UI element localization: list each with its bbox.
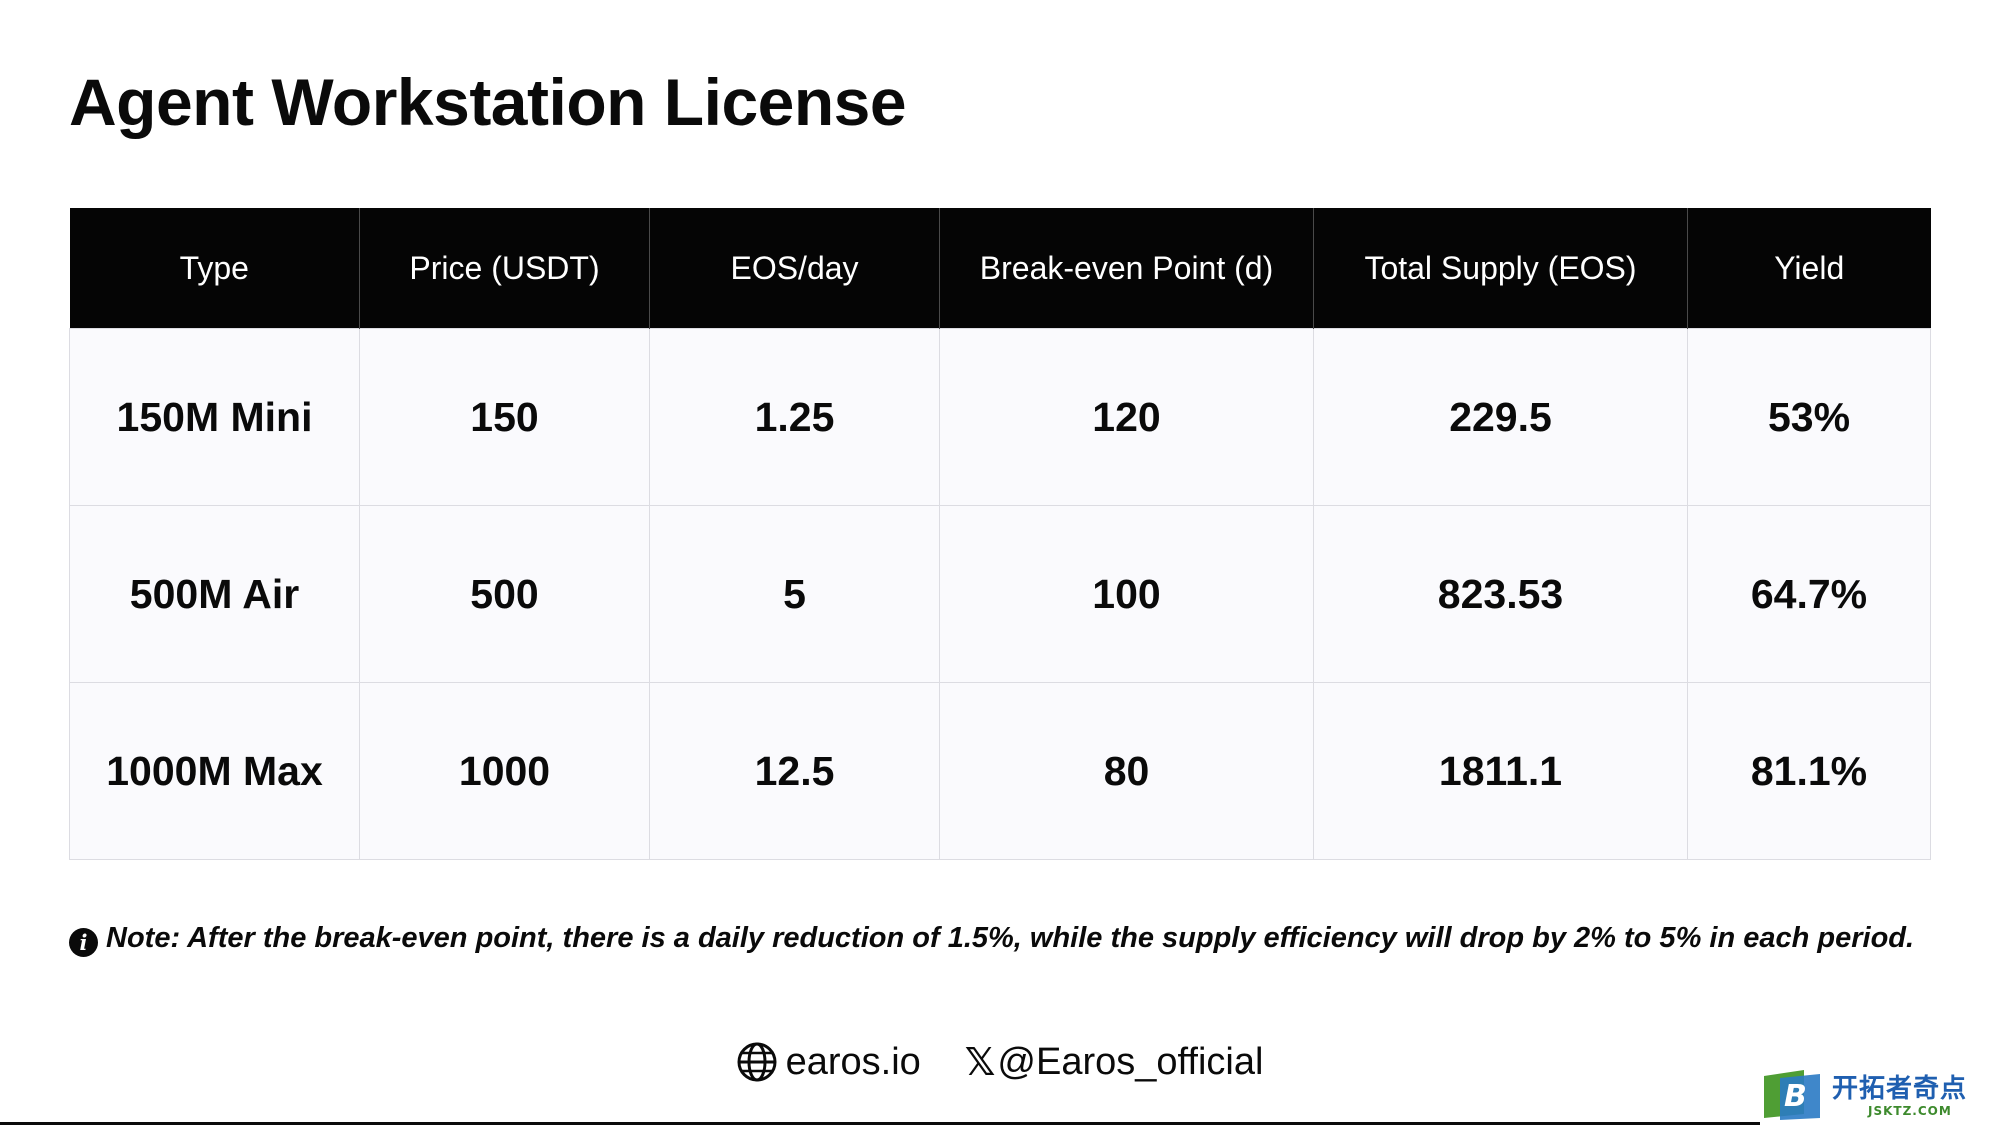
cell-price: 1000: [359, 682, 650, 860]
website-link[interactable]: earos.io: [736, 1041, 921, 1084]
cell-yield: 64.7%: [1687, 505, 1931, 683]
table-row: 1000M Max 1000 12.5 80 1811.1 81.1%: [69, 682, 1931, 860]
column-header-type: Type: [69, 208, 360, 329]
social-link[interactable]: 𝕏 @Earos_official: [965, 1040, 1264, 1084]
note-text: After the break-even point, there is a d…: [180, 922, 1915, 954]
watermark-english: JSKTZ.COM: [1868, 1104, 1952, 1118]
cell-price: 150: [359, 328, 650, 506]
cell-type: 500M Air: [69, 505, 360, 683]
cell-price: 500: [359, 505, 650, 683]
info-icon: i: [69, 928, 98, 957]
note-label: Note:: [106, 922, 181, 954]
social-handle: @Earos_official: [997, 1040, 1264, 1083]
cell-break-even: 120: [939, 328, 1314, 506]
watermark-badge-icon: B: [1764, 1070, 1820, 1120]
cell-eos-per-day: 12.5: [649, 682, 940, 860]
cell-yield: 81.1%: [1687, 682, 1931, 860]
table-row: 150M Mini 150 1.25 120 229.5 53%: [69, 328, 1931, 506]
cell-break-even: 100: [939, 505, 1314, 683]
license-table: Type Price (USDT) EOS/day Break-even Poi…: [69, 208, 1931, 860]
watermark-logo: B 开拓者奇点 JSKTZ.COM: [1760, 1066, 1990, 1123]
cell-total-supply: 823.53: [1313, 505, 1688, 683]
cell-type: 1000M Max: [69, 682, 360, 860]
website-text: earos.io: [785, 1040, 921, 1083]
column-header-price: Price (USDT): [359, 208, 650, 329]
note: i Note: After the break-even point, there…: [69, 918, 1949, 958]
cell-total-supply: 1811.1: [1313, 682, 1688, 860]
footer: earos.io 𝕏 @Earos_official: [0, 1040, 1999, 1084]
globe-icon: [737, 1042, 777, 1082]
bottom-rule: [0, 1122, 1760, 1125]
cell-break-even: 80: [939, 682, 1314, 860]
column-header-eos-per-day: EOS/day: [649, 208, 940, 329]
page-title: Agent Workstation License: [69, 65, 907, 139]
cell-type: 150M Mini: [69, 328, 360, 506]
cell-yield: 53%: [1687, 328, 1931, 506]
table-row: 500M Air 500 5 100 823.53 64.7%: [69, 505, 1931, 683]
cell-eos-per-day: 1.25: [649, 328, 940, 506]
column-header-total-supply: Total Supply (EOS): [1313, 208, 1688, 329]
x-icon: 𝕏: [964, 1040, 996, 1084]
cell-eos-per-day: 5: [649, 505, 940, 683]
watermark-chinese: 开拓者奇点: [1832, 1074, 1968, 1104]
column-header-yield: Yield: [1687, 208, 1931, 329]
table-header-row: Type Price (USDT) EOS/day Break-even Poi…: [69, 208, 1931, 329]
column-header-break-even: Break-even Point (d): [939, 208, 1314, 329]
watermark-badge-letter: B: [1784, 1079, 1807, 1114]
cell-total-supply: 229.5: [1313, 328, 1688, 506]
